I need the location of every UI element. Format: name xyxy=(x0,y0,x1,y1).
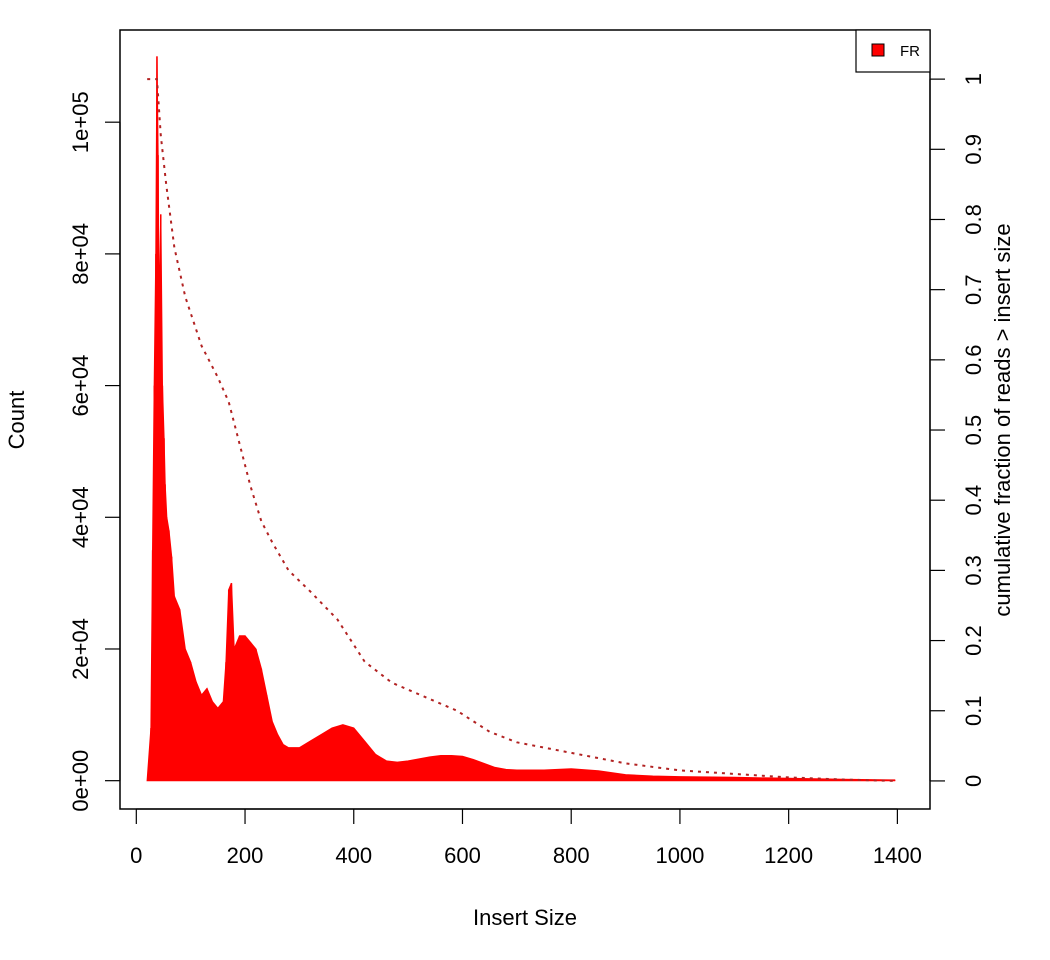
y2-axis: 0 0.1 0.2 0.3 0.4 0.5 0.6 0.7 0.8 0.9 1 xyxy=(929,73,986,787)
y2-tick-label: 0.9 xyxy=(961,134,986,165)
x-tick-label: 600 xyxy=(444,843,481,868)
y2-axis-label: cumulative fraction of reads > insert si… xyxy=(990,223,1015,616)
x-tick-label: 800 xyxy=(553,843,590,868)
y2-tick-label: 0 xyxy=(961,775,986,787)
legend-swatch-fr xyxy=(871,43,885,57)
x-tick-label: 400 xyxy=(335,843,372,868)
y-tick-label: 6e+04 xyxy=(68,355,93,417)
y2-tick-label: 0.4 xyxy=(961,485,986,516)
x-axis-label: Insert Size xyxy=(473,905,577,930)
cumulative-fraction-line xyxy=(147,78,895,782)
y2-tick-label: 1 xyxy=(961,73,986,85)
y-tick-label: 4e+04 xyxy=(68,486,93,548)
y-tick-label: 8e+04 xyxy=(68,223,93,285)
y2-tick-label: 0.8 xyxy=(961,204,986,235)
y2-tick-label: 0.5 xyxy=(961,415,986,446)
x-tick-label: 1400 xyxy=(873,843,922,868)
y-tick-label: 2e+04 xyxy=(68,618,93,680)
legend-box xyxy=(855,29,931,73)
legend: FR xyxy=(855,29,931,73)
y2-tick-label: 0.1 xyxy=(961,695,986,726)
x-tick-label: 200 xyxy=(227,843,264,868)
y-tick-label: 1e+05 xyxy=(68,91,93,153)
x-tick-label: 0 xyxy=(130,843,142,868)
x-axis: 0 200 400 600 800 1000 1200 1400 xyxy=(130,808,922,868)
y-tick-label: 0e+00 xyxy=(68,750,93,812)
cumulative-layer xyxy=(147,78,895,782)
x-tick-label: 1000 xyxy=(655,843,704,868)
x-tick-label: 1200 xyxy=(764,843,813,868)
histogram-layer xyxy=(146,56,896,782)
y2-tick-label: 0.7 xyxy=(961,274,986,305)
y2-tick-label: 0.6 xyxy=(961,345,986,376)
y2-tick-label: 0.3 xyxy=(961,555,986,586)
histogram-area-fr xyxy=(146,56,896,782)
legend-label-fr: FR xyxy=(900,43,920,60)
y2-tick-label: 0.2 xyxy=(961,625,986,656)
y-axis-label: Count xyxy=(4,391,29,450)
y-axis: 0e+00 2e+04 4e+04 6e+04 8e+04 1e+05 xyxy=(68,91,121,812)
